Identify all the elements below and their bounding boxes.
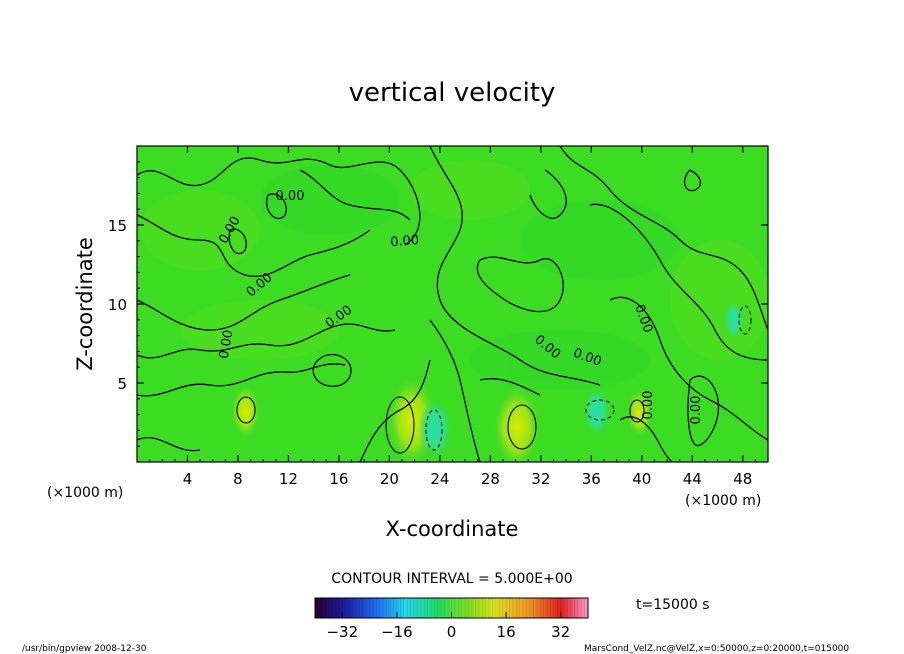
x-tick-label: 44 (683, 470, 702, 488)
colorbar-tick-label: 32 (551, 623, 570, 641)
zero-contours (137, 146, 768, 462)
x-tick-label: 36 (582, 470, 601, 488)
updraft-core (492, 385, 541, 462)
x-tick-label: 24 (430, 470, 449, 488)
updraft-core (230, 384, 261, 439)
contour-label: 0.00 (217, 329, 237, 360)
y-tick-label: 10 (108, 296, 127, 314)
x-tick-label: 32 (531, 470, 550, 488)
colorbar-tick-label: 16 (497, 623, 516, 641)
x-tick-label: 48 (733, 470, 752, 488)
y-axis-ticks: 5 10 15 (108, 161, 768, 447)
x-axis-unit-left: (×1000 m) (47, 485, 123, 501)
x-tick-label: 8 (233, 470, 243, 488)
downdraft-core (724, 301, 744, 339)
x-tick-label: 28 (481, 470, 500, 488)
x-tick-label: 4 (183, 470, 193, 488)
colorbar-stripes (318, 598, 585, 618)
y-axis-label: Z-coordinate (73, 237, 97, 371)
downdraft-core (583, 387, 610, 436)
x-axis-ticks: 4 8 12 16 20 24 28 32 36 40 44 48 (149, 146, 756, 488)
x-axis-unit-right: (×1000 m) (685, 493, 761, 509)
x-tick-label: 12 (279, 470, 298, 488)
colorbar-tick-label: 0 (447, 623, 457, 641)
contour-label: 0.00 (390, 233, 420, 250)
colorbar-ticks: −32 −16 0 16 32 (326, 612, 570, 641)
x-axis-label: X-coordinate (386, 517, 519, 541)
contour-label: 0.00 (641, 391, 656, 420)
footer-left: /usr/bin/gpview 2008-12-30 (22, 644, 147, 654)
contour-label: 0.00 (689, 396, 704, 425)
y-tick-label: 15 (108, 217, 127, 235)
y-tick-label: 5 (117, 375, 127, 393)
contour-interval: CONTOUR INTERVAL = 5.000E+00 (331, 571, 572, 587)
x-tick-label: 40 (632, 470, 651, 488)
field-variation (140, 160, 768, 390)
x-tick-label: 20 (380, 470, 399, 488)
downdraft-core (418, 399, 452, 459)
x-tick-label: 16 (329, 470, 348, 488)
contour-label: 0.00 (276, 189, 305, 204)
chart-title: vertical velocity (349, 78, 556, 108)
colorbar-tick-label: −32 (326, 623, 358, 641)
time-label: t=15000 s (636, 597, 710, 613)
updraft-contours (236, 396, 645, 454)
footer-right: MarsCond_VelZ.nc@VelZ,x=0:50000,z=0:2000… (584, 644, 849, 654)
plot-area: 0.000.000.000.000.000.00 0.000.000.00 0.00… (137, 146, 768, 462)
colorbar-tick-label: −16 (381, 623, 413, 641)
downdraft-contours (425, 305, 752, 451)
velocity-cores (230, 301, 744, 462)
